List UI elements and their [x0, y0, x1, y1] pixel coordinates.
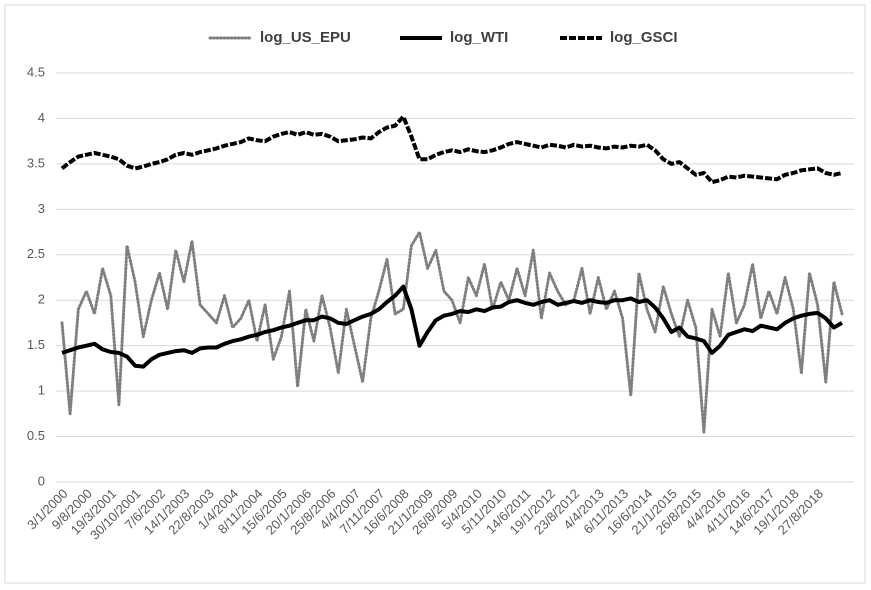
y-tick-label: 4.5	[27, 64, 45, 79]
legend-label: log_WTI	[450, 29, 508, 46]
series-line	[60, 114, 843, 185]
y-tick-label: 1.5	[27, 337, 45, 352]
chart-frame	[4, 4, 866, 584]
y-tick-label: 2.5	[27, 246, 45, 261]
series-line	[60, 230, 844, 434]
y-tick-label: 3.5	[27, 155, 45, 170]
y-tick-label: 1	[38, 383, 45, 398]
legend-label: log_US_EPU	[260, 29, 351, 46]
y-tick-label: 3	[38, 201, 45, 216]
y-tick-label: 0.5	[27, 428, 45, 443]
y-tick-label: 0	[38, 473, 45, 488]
series-line	[61, 284, 843, 369]
legend-label: log_GSCI	[610, 29, 678, 46]
y-tick-label: 4	[38, 110, 45, 125]
y-tick-label: 2	[38, 292, 45, 307]
